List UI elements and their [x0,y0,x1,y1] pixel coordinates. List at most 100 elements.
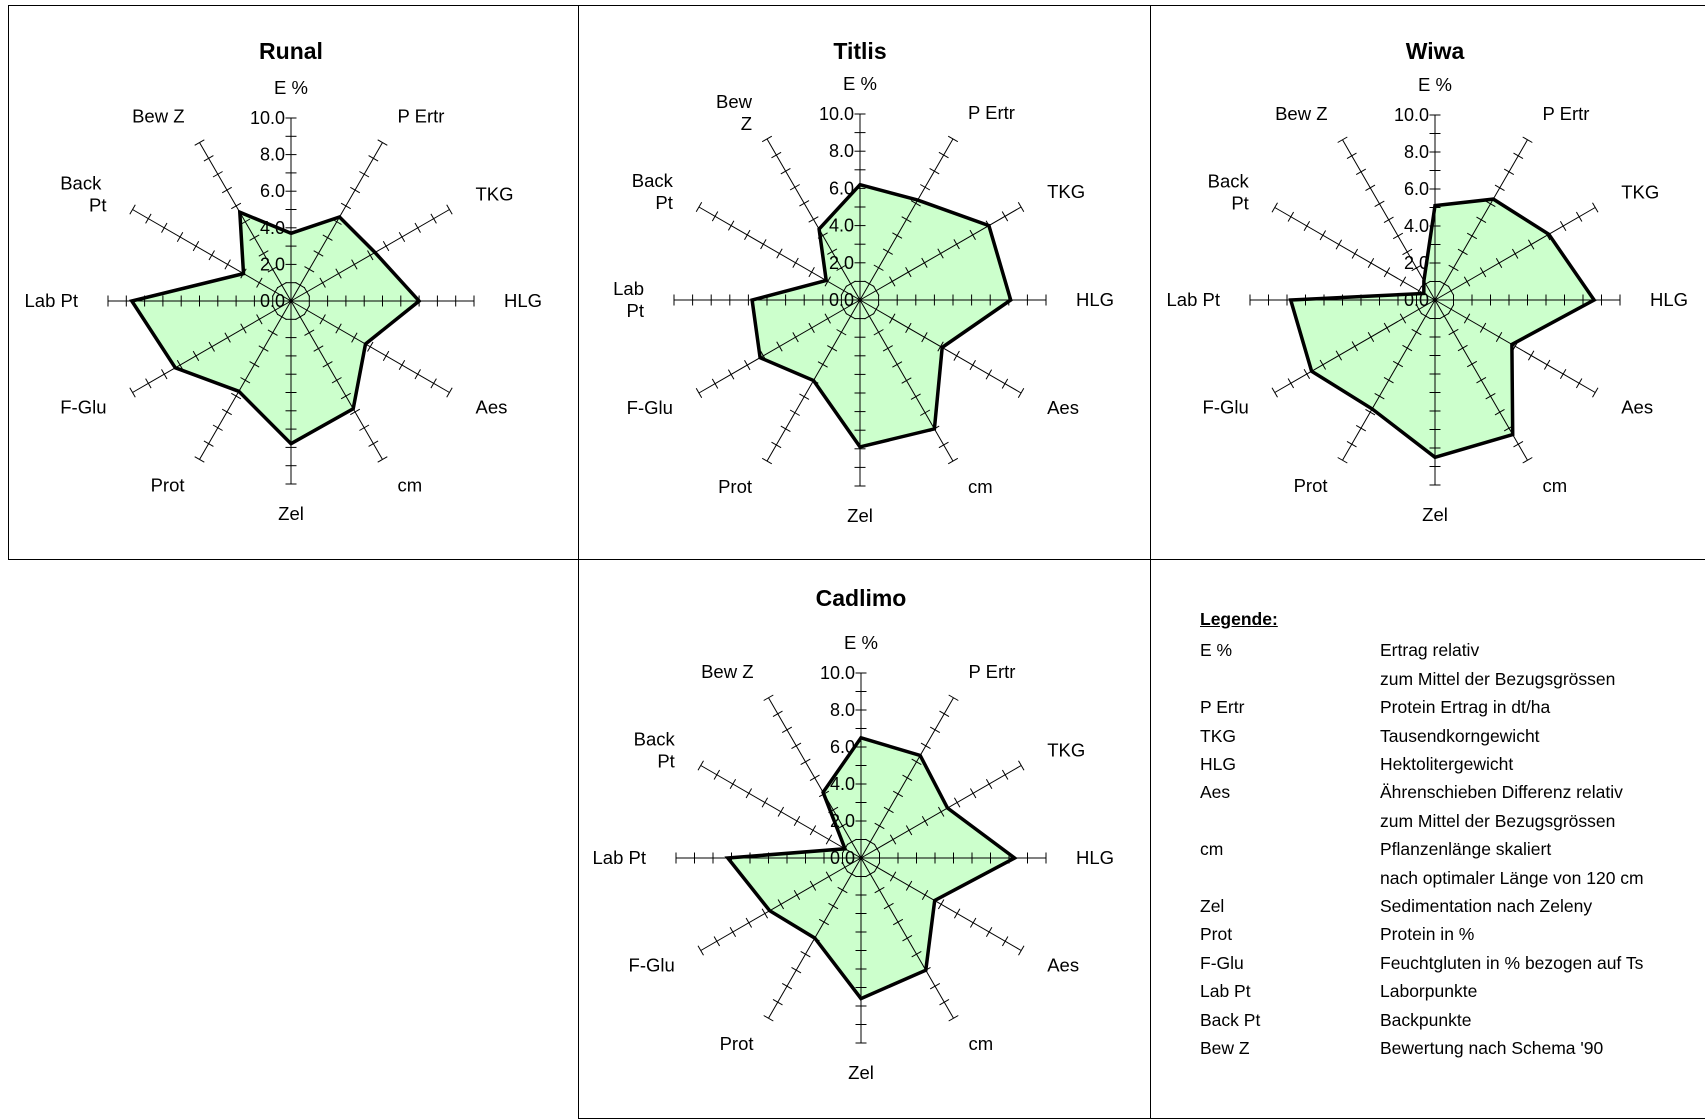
axis-tick [777,899,785,910]
radial-tick-label: 8.0 [260,145,285,165]
legend-key: Lab Pt [1200,981,1251,1002]
axis-tick [335,323,342,334]
axis-tick [780,167,791,175]
axis-tick [1001,211,1009,222]
data-point-e [289,232,293,235]
data-point-bew-z [817,227,821,231]
radial-tick-label: 4.0 [830,774,855,794]
legend-key [1200,665,1380,693]
axis-tick [1355,168,1367,176]
data-point-cm [924,969,927,972]
radial-tick-label: 0.0 [1404,290,1429,310]
chart-title: Cadlimo [816,585,907,611]
axis-tick [697,760,704,771]
chart-panel-titlis: Titlis 0.0 2.0 4.0 6.0 8.0 10.0 E % P Ertr TKG HLG… [578,5,1151,560]
axis-label-back-pt: Back [1208,171,1250,192]
data-point-p-ertr [919,754,922,757]
axis-tick [873,329,884,336]
axis-tick [947,457,959,465]
axis-tick [256,277,263,288]
axis-tick [1001,769,1009,780]
legend-key: Bew Z [1200,1038,1250,1059]
axis-label-zel: Zel [278,503,304,524]
legend-row: Zel Sedimentation nach Zeleny [1200,892,1700,920]
axis-label-e: E % [274,77,308,98]
axis-tick [873,843,881,854]
axis-tick [840,304,848,315]
axis-tick [985,926,993,938]
axis-tick [1346,152,1357,160]
radial-tick-label: 10.0 [819,104,854,124]
axis-tick [1383,376,1394,384]
axis-tick [208,341,215,352]
axis-tick [1365,184,1376,192]
axis-tick [359,171,370,178]
axis-tick [953,350,960,361]
axis-tick [145,213,152,224]
axis-tick [267,329,278,336]
axis-tick [322,361,333,368]
axis-tick [780,425,791,433]
axis-tick [781,726,793,734]
axis-tick [837,886,848,894]
radial-tick-label: 8.0 [829,141,854,161]
data-point-tkg [1547,233,1550,236]
axis-tick [889,313,896,324]
axis-tick [1018,760,1025,771]
series-area [752,184,1011,447]
axis-tick [948,1015,959,1022]
axis-tick [763,1015,774,1022]
axis-tick [176,360,184,371]
axis-tick [825,834,833,845]
axis-tick [161,222,168,233]
axis-tick [837,822,848,830]
data-point-lab-pt [750,298,754,302]
data-point-tkg [373,251,377,254]
axis-label-f-glu: F-Glu [1203,397,1249,418]
chart-panel-wiwa: Wiwa 0.0 2.0 4.0 6.0 8.0 10.0 E % P Ertr TKG HLG Ae… [1150,5,1705,560]
axis-tick [1575,378,1583,389]
axis-tick [697,945,704,956]
axis-tick [224,259,231,270]
axis-tick [729,778,737,790]
axis-tick [969,360,976,371]
axis-tick [1420,312,1431,320]
axis-tick [319,277,326,288]
axis-label-hlg: HLG [1650,289,1688,310]
axis-tick [414,369,421,380]
axis-tick [985,778,993,790]
axis-tick [809,774,820,782]
axis-tick [1415,304,1423,315]
axis-tick [1522,136,1533,143]
chart-panel-runal: Runal 0.0 2.0 4.0 6.0 8.0 10.0 E % P Ertr TKG HLG A… [8,5,579,560]
legend-description: Ertrag relativ [1380,640,1480,661]
radial-tick-label: 6.0 [830,737,855,757]
axis-tick [1485,392,1496,400]
axis-tick [800,950,811,958]
legend-key [1200,807,1380,835]
axis-tick [817,361,828,368]
axis-tick [331,377,342,384]
axis-tick [761,908,769,919]
axis-tick [845,280,856,288]
axis-tick [771,441,782,449]
radial-tick-label: 0.0 [830,848,855,868]
legend-rows: E % Ertrag relativ zum Mittel der Bezugsgr… [1200,636,1700,1062]
chart-title: Wiwa [1406,38,1465,64]
axis-tick [929,726,941,734]
axis-tick [313,250,324,257]
axis-tick [793,889,801,901]
axis-tick [231,202,242,210]
legend-key: F-Glu [1200,952,1244,973]
axis-label-cm: cm [398,475,423,496]
axis-tick [1448,264,1459,272]
axis-tick [194,139,205,146]
axis-label-e: E % [843,73,877,94]
axis-tick [1367,331,1375,343]
axis-tick [322,234,333,241]
axis-tick [729,926,737,938]
axis-tick [792,257,799,268]
axis-tick [1495,331,1503,343]
axis-tick [905,267,912,278]
data-point-p-ertr [1492,197,1495,201]
